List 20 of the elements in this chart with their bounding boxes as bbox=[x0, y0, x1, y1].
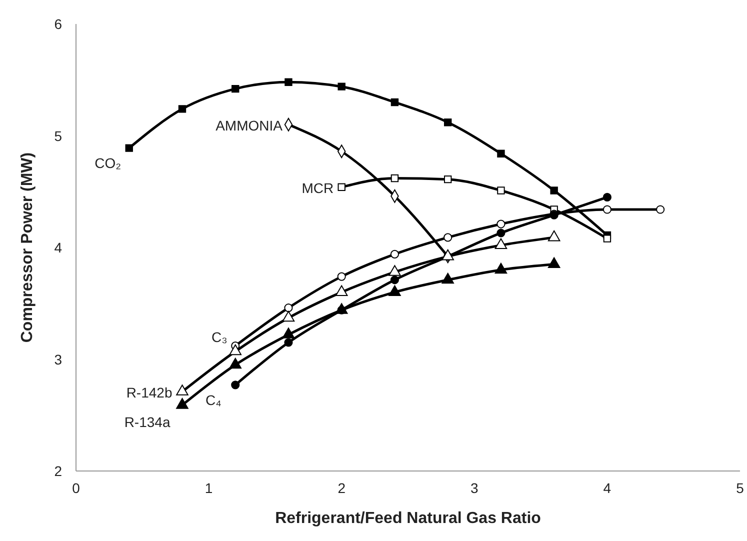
x-tick-label: 2 bbox=[338, 480, 346, 496]
series-label: C₄ bbox=[206, 392, 222, 408]
y-tick-label: 5 bbox=[54, 128, 62, 144]
x-tick-label: 1 bbox=[204, 480, 213, 496]
x-axis-title: Refrigerant/Feed Natural Gas Ratio bbox=[275, 510, 542, 527]
series-label: CO₂ bbox=[94, 155, 122, 172]
series-label: C₃ bbox=[212, 328, 228, 345]
series-label: R-134a bbox=[124, 414, 170, 430]
y-axis-title: Compressor Power (MW) bbox=[19, 152, 36, 343]
series-label: MCR bbox=[302, 180, 334, 196]
y-tick-label: 6 bbox=[54, 16, 62, 32]
series-label: AMMONIA bbox=[216, 118, 284, 134]
x-tick-label: 0 bbox=[72, 480, 80, 496]
x-tick-label: 3 bbox=[470, 480, 478, 496]
series-label: R-142b bbox=[126, 384, 172, 401]
y-tick-label: 4 bbox=[54, 240, 62, 256]
x-tick-label: 4 bbox=[603, 480, 612, 496]
y-tick-label: 2 bbox=[54, 463, 62, 479]
y-tick-label: 3 bbox=[54, 351, 62, 368]
x-tick-label: 5 bbox=[736, 480, 744, 496]
